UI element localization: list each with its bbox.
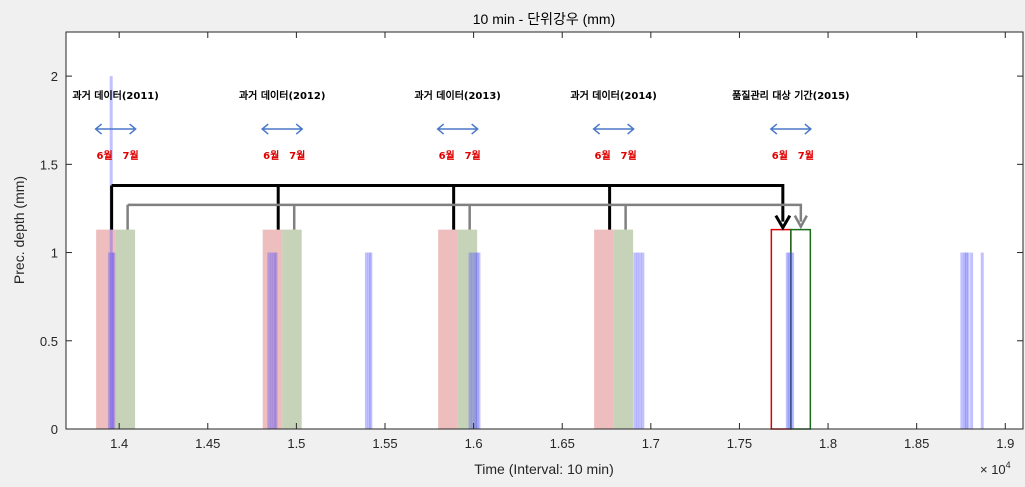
- x-tick-label: 1.45: [195, 436, 220, 451]
- plot-frame: [65, 31, 1024, 430]
- x-exponent-label: × 104: [980, 460, 1011, 477]
- rain-bar: [475, 252, 479, 429]
- period-label: 품질관리 대상 기간(2015): [732, 89, 850, 102]
- rain-bar: [963, 252, 967, 429]
- span-arrow: [94, 123, 137, 135]
- rain-bar: [964, 252, 968, 429]
- rain-bar: [789, 252, 793, 429]
- x-tick-label: 1.6: [465, 436, 483, 451]
- rain-bar: [641, 252, 645, 429]
- period-label: 과거 데이터(2011): [72, 89, 158, 102]
- span-arrow: [261, 123, 304, 135]
- x-tick-label: 1.5: [287, 436, 305, 451]
- july-label: 7월: [289, 150, 305, 162]
- x-tick-label: 1.55: [372, 436, 397, 451]
- plot-background: [66, 32, 1023, 429]
- x-tick-label: 1.85: [904, 436, 929, 451]
- x-tick-label: 1.75: [727, 436, 752, 451]
- x-exponent-power: 4: [1006, 460, 1011, 470]
- rain-bar: [110, 252, 114, 429]
- black-connector: [110, 184, 785, 230]
- june-label: 6월: [772, 150, 788, 162]
- rain-bar: [109, 76, 113, 429]
- x-axis-label: Time (Interval: 10 min): [474, 461, 614, 477]
- rain-bar: [364, 252, 368, 429]
- june-label: 6월: [97, 150, 113, 162]
- black-arrowhead: [774, 214, 792, 231]
- x-tick-label: 1.7: [642, 436, 660, 451]
- rain-bar: [638, 252, 642, 429]
- rain-bar: [785, 252, 789, 429]
- june-label: 6월: [439, 150, 455, 162]
- rain-bar: [274, 252, 278, 429]
- x-tick-label: 1.65: [550, 436, 575, 451]
- july-band: [457, 229, 478, 429]
- rain-bar: [970, 252, 974, 429]
- y-tick-label: 0: [51, 422, 58, 437]
- y-tick-label: 0.5: [40, 334, 58, 349]
- june-band: [594, 229, 614, 429]
- span-arrow: [436, 123, 479, 135]
- rain-bar: [107, 252, 111, 429]
- rain-bar: [270, 252, 274, 429]
- july-band: [115, 229, 136, 429]
- rain-bar: [112, 252, 116, 429]
- july-label: 7월: [798, 150, 814, 162]
- july-band: [613, 229, 634, 429]
- rain-bar: [960, 252, 964, 429]
- july-label: 7월: [465, 150, 481, 162]
- span-arrow: [592, 123, 635, 135]
- y-axis-label: Prec. depth (mm): [11, 176, 27, 284]
- gray-arrowhead: [793, 215, 808, 230]
- rain-bar: [272, 252, 276, 429]
- period-label: 과거 데이터(2013): [414, 89, 500, 102]
- june-label: 6월: [595, 150, 611, 162]
- rain-bar: [468, 252, 472, 429]
- rain-bar: [477, 252, 481, 429]
- rain-bar: [367, 252, 371, 429]
- y-tick-label: 1: [51, 246, 58, 261]
- gray-connector: [126, 203, 803, 230]
- y-tick-label: 1.5: [40, 157, 58, 172]
- july-label: 7월: [123, 150, 139, 162]
- span-arrow: [769, 123, 813, 135]
- rain-bar: [471, 252, 475, 429]
- rain-bar: [636, 252, 640, 429]
- chart-title: 10 min - 단위강우 (mm): [473, 11, 616, 27]
- july-label: 7월: [621, 150, 637, 162]
- period-label: 과거 데이터(2012): [239, 89, 325, 102]
- rain-bar: [267, 252, 271, 429]
- x-tick-label: 1.9: [996, 436, 1014, 451]
- period-label: 과거 데이터(2014): [570, 89, 656, 102]
- rain-bar: [980, 252, 984, 429]
- rain-bar: [473, 252, 477, 429]
- rain-bar: [966, 252, 970, 429]
- july-band: [282, 229, 302, 429]
- june-band: [96, 229, 116, 429]
- rain-bar: [787, 252, 791, 429]
- x-tick-label: 1.4: [110, 436, 128, 451]
- rain-bar: [791, 252, 795, 429]
- rain-bar: [633, 252, 637, 429]
- x-tick-label: 1.8: [819, 436, 837, 451]
- june-label: 6월: [263, 150, 279, 162]
- rain-bar: [369, 252, 373, 429]
- june-band: [262, 229, 283, 429]
- june-band: [438, 229, 458, 429]
- y-tick-label: 2: [51, 69, 58, 84]
